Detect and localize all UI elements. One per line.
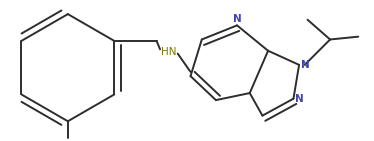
Text: N: N [295,94,304,104]
Text: HN: HN [161,47,176,57]
Text: N: N [233,14,242,24]
Text: N: N [300,60,309,70]
